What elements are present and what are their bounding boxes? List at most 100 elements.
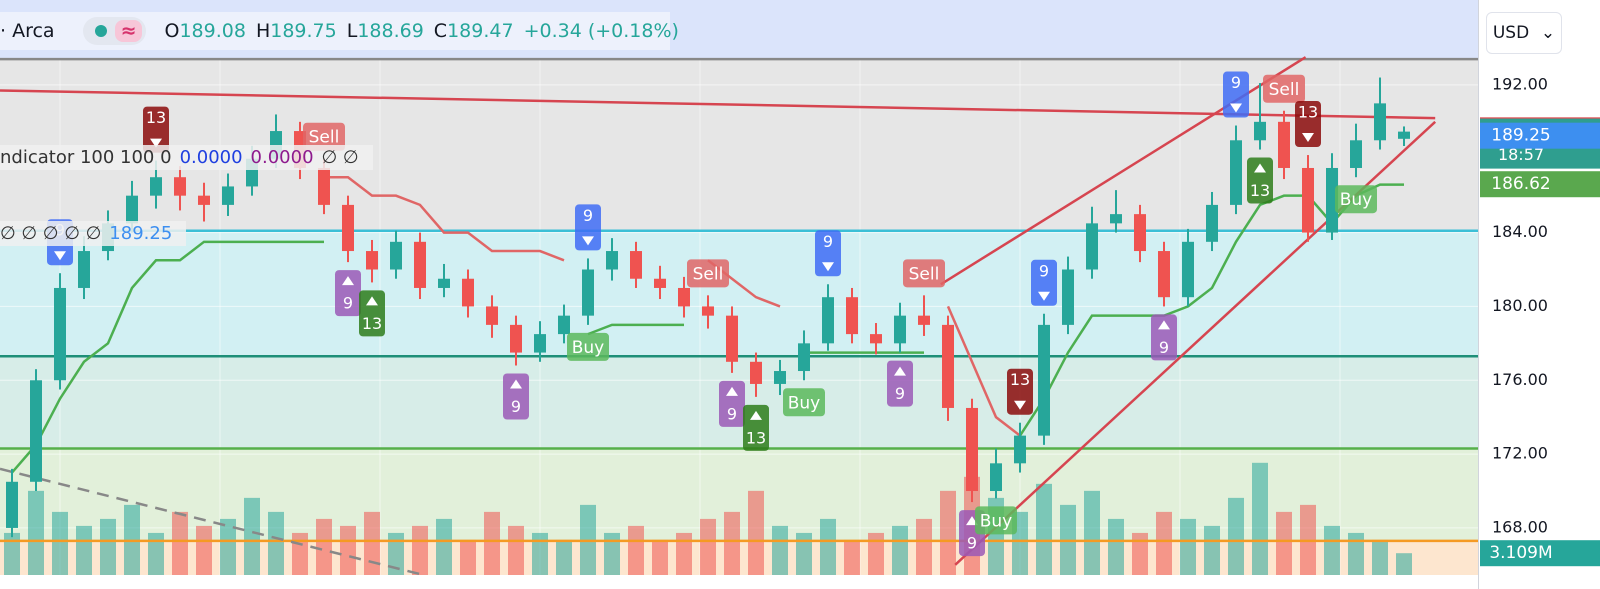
marker-arrow <box>1302 133 1314 143</box>
marker-label: 13 <box>1010 370 1030 389</box>
ohlc-value: 189.47 <box>447 20 514 42</box>
volume-bar <box>100 518 116 575</box>
volume-bar <box>4 532 20 575</box>
candle-body <box>1206 204 1218 242</box>
marker-label: Sell <box>1269 80 1300 100</box>
volume-bar <box>1036 483 1052 575</box>
marker-arrow <box>894 366 906 376</box>
candle-body <box>1110 214 1122 224</box>
marker-label: 9 <box>967 534 977 553</box>
volume-bar <box>1348 532 1364 575</box>
marker-box <box>1151 314 1177 361</box>
candle-body <box>750 361 762 384</box>
volume-bar <box>1132 532 1148 575</box>
volume-tag <box>1480 540 1600 567</box>
marker-label: Buy <box>572 338 605 358</box>
marker-box <box>503 373 529 420</box>
trend-line <box>0 89 1436 120</box>
marker-label: 9 <box>1039 261 1049 280</box>
marker-box <box>743 404 769 451</box>
volume-bar <box>364 511 380 575</box>
volume-bar <box>52 511 68 575</box>
volume-bar <box>436 518 452 575</box>
candle-body <box>1254 121 1266 141</box>
candle-body <box>126 195 138 224</box>
candle-body <box>150 177 162 196</box>
volume-bar <box>532 532 548 575</box>
volume-bar <box>1252 462 1268 575</box>
y-tick-label: 192.00 <box>1492 74 1548 93</box>
candle-body <box>486 306 498 325</box>
candle-body <box>774 371 786 384</box>
ohlc-item: O189.08 <box>164 20 245 42</box>
volume-bar <box>340 525 356 575</box>
marker-box <box>143 106 169 153</box>
marker-label: 13 <box>1298 103 1318 122</box>
candle-body <box>318 167 330 205</box>
marker-box <box>335 270 361 317</box>
volume-bar <box>892 525 908 575</box>
price-tag <box>1480 171 1600 198</box>
support-line <box>11 183 1404 474</box>
marker-box <box>1335 185 1377 214</box>
legend-item: ∅ ∅ <box>321 147 359 168</box>
volume-bar <box>172 511 188 575</box>
eye-dot <box>94 25 107 37</box>
candle-body <box>1374 103 1386 141</box>
volume-bar <box>916 518 932 575</box>
legend-item: 0.0000 <box>250 147 314 168</box>
candle-body <box>942 324 954 408</box>
currency-button[interactable]: USD ⌄ <box>1486 12 1562 54</box>
signal-marker: Buy <box>1335 185 1377 214</box>
volume-bar <box>388 532 404 575</box>
visibility-toggle[interactable]: ≈ <box>82 17 147 45</box>
marker-box <box>975 506 1017 535</box>
ohlc-value: 189.75 <box>270 20 337 42</box>
candle-body <box>1398 131 1410 139</box>
marker-arrow <box>1254 163 1266 173</box>
candle-body <box>726 315 738 362</box>
volume-bar <box>1228 497 1244 575</box>
volume-bar <box>1396 553 1412 575</box>
volume-bar <box>676 532 692 575</box>
symbol: · Arca <box>0 20 55 42</box>
legend-item: 0.0000 <box>179 147 243 168</box>
volume-bar <box>844 539 860 575</box>
candle-body <box>366 251 378 270</box>
candle-body <box>6 481 18 528</box>
candle-body <box>414 241 426 288</box>
price-axis <box>1478 0 1600 589</box>
change: +0.34 (+0.18%) <box>523 20 679 42</box>
candle-body <box>702 306 714 316</box>
price-tag <box>1480 122 1600 149</box>
marker-label: 13 <box>362 314 382 333</box>
zone <box>0 230 1478 357</box>
indicator-legend: ndicator 100 100 0 0.0000 0.0000 ∅ ∅ <box>0 145 373 170</box>
signal-marker: Buy <box>975 506 1017 535</box>
volume-bar <box>556 539 572 575</box>
volume-bar <box>796 532 812 575</box>
legend-item: ndicator 100 100 0 <box>0 147 172 168</box>
candle-body <box>918 315 930 325</box>
y-tick-label: 180.00 <box>1492 296 1548 315</box>
candle-body <box>1278 121 1290 168</box>
marker-box <box>687 259 729 288</box>
marker-label: 13 <box>1250 181 1270 200</box>
volume-bar <box>28 490 44 575</box>
marker-box <box>303 122 345 151</box>
signal-marker: Sell <box>303 122 345 151</box>
volume-bar <box>772 525 788 575</box>
volume-bar <box>1372 539 1388 575</box>
trend-line <box>0 467 421 576</box>
ohlc-label: H <box>255 20 271 42</box>
candle-body <box>1062 269 1074 325</box>
price-tag-sub: 18:57 <box>1498 145 1544 164</box>
marker-label: 9 <box>895 384 905 403</box>
marker-box <box>359 290 385 337</box>
y-tick-label: 184.00 <box>1492 222 1548 241</box>
volume-bar <box>724 511 740 575</box>
marker-box <box>1223 71 1249 118</box>
marker-label: Sell <box>309 128 340 148</box>
volume-bar <box>1108 518 1124 575</box>
candle-body <box>1038 324 1050 436</box>
